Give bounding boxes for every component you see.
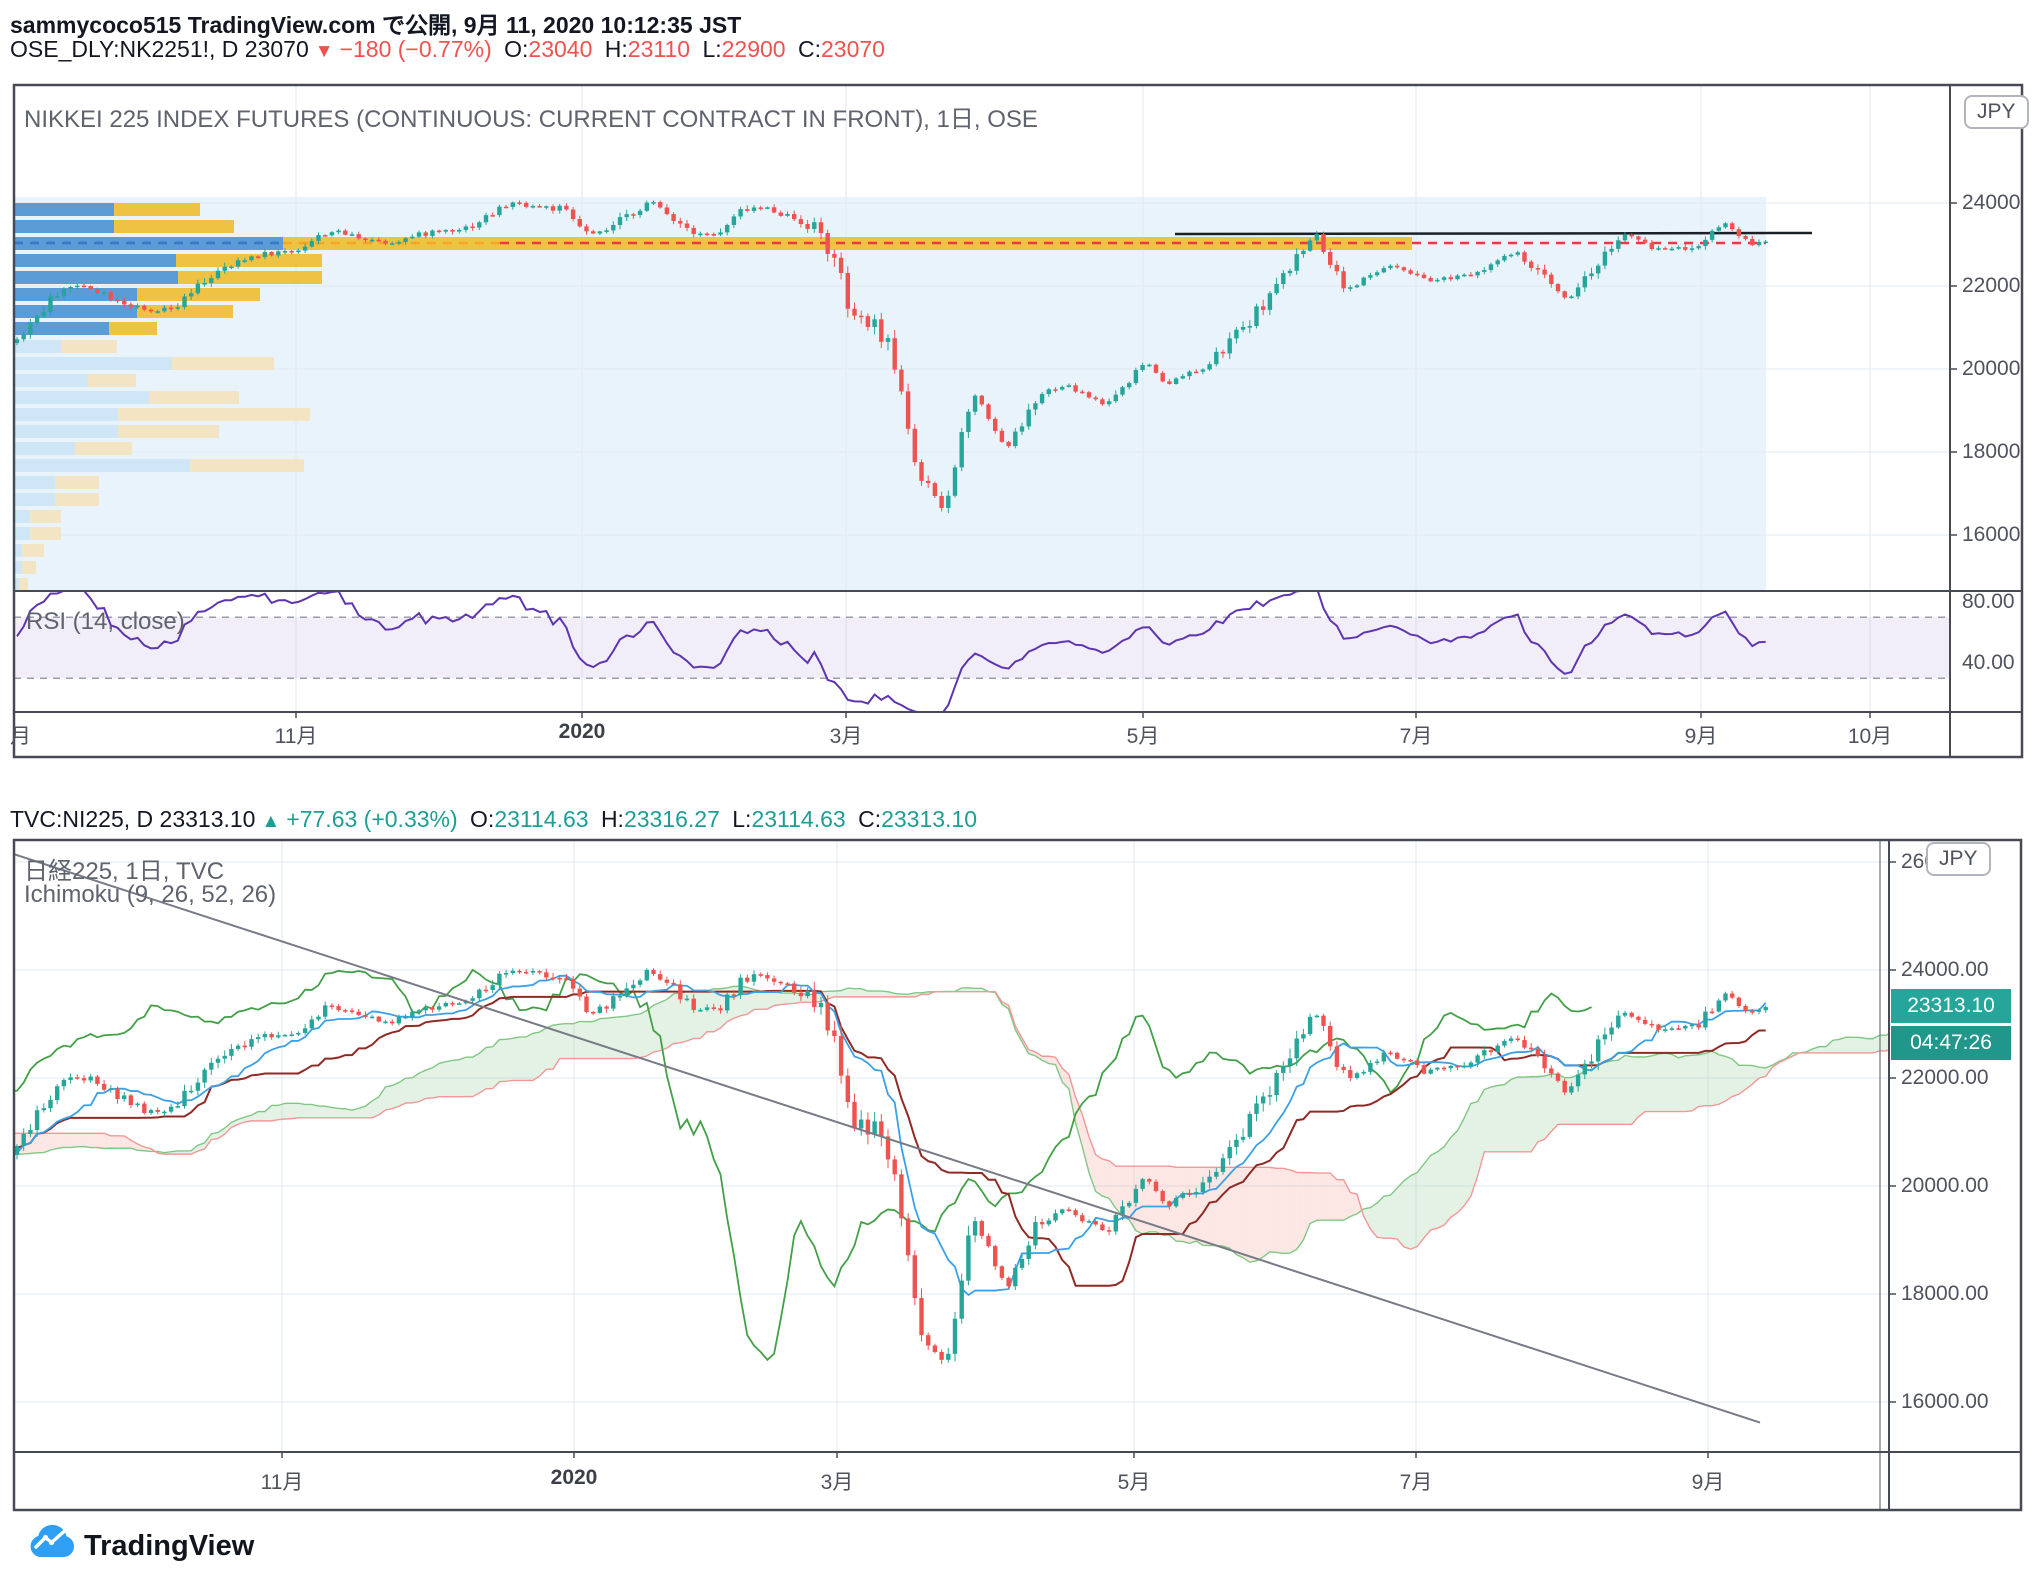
- open-value: 23114.63: [494, 806, 589, 832]
- high-value: 23110: [627, 36, 691, 62]
- chart1-rsi-pane[interactable]: [14, 591, 1950, 712]
- axis-tick-label: 80.00: [1962, 590, 2015, 613]
- axis-tick-label: 24000.00: [1901, 958, 1989, 981]
- chart1-title: NIKKEI 225 INDEX FUTURES (CONTINUOUS: CU…: [24, 106, 1038, 133]
- low-label: L:: [702, 36, 722, 62]
- currency-toggle-chart2[interactable]: JPY: [1926, 842, 1991, 876]
- chart2-legend[interactable]: TVC:NI225, D 23313.10 ▲ +77.63 (+0.33%) O:…: [10, 806, 983, 833]
- open-value: 23040: [528, 36, 593, 62]
- axis-tick-label: 16000.00: [1901, 1390, 1989, 1413]
- last-price-badge: 23313.10: [1891, 989, 2011, 1023]
- rsi-indicator-label[interactable]: RSI (14, close): [26, 608, 185, 635]
- axis-tick-label: 7月: [1399, 1471, 1433, 1494]
- axis-tick-label: 11月: [260, 1471, 304, 1494]
- axis-tick-label: 18000: [1962, 440, 2021, 463]
- open-label: O:: [504, 36, 529, 62]
- close-value: 23313.10: [881, 806, 978, 832]
- chart1-price-pane[interactable]: [14, 85, 1950, 591]
- axis-tick-label: 5月: [1117, 1471, 1151, 1494]
- axis-tick-label: 7月: [1399, 725, 1433, 748]
- chart2-change: +77.63 (+0.33%): [286, 806, 458, 832]
- axis-tick-label: 5月: [1126, 725, 1160, 748]
- tradingview-brand[interactable]: TradingView: [84, 1530, 255, 1562]
- axis-tick-label: 10月: [1847, 725, 1893, 748]
- high-label: H:: [604, 36, 628, 62]
- tradingview-logo-icon[interactable]: [28, 1524, 76, 1558]
- rsi-pane-group: [14, 591, 1950, 712]
- chart2-price-pane[interactable]: [14, 840, 1889, 1452]
- chart2-time-scale[interactable]: [14, 1452, 2021, 1510]
- low-value: 23114.63: [751, 806, 846, 832]
- axis-tick-label: 20000.00: [1901, 1174, 1989, 1197]
- axis-tick-label: 40.00: [1962, 651, 2015, 674]
- axis-tick-label: 2020: [558, 720, 606, 743]
- low-label: L:: [732, 806, 752, 832]
- publish-info: sammycoco515 TradingView.com で公開, 9月 11,…: [10, 12, 742, 38]
- axis-tick-label: 24000: [1962, 191, 2021, 214]
- currency-toggle-chart1[interactable]: JPY: [1964, 95, 2029, 129]
- high-value: 23316.27: [623, 806, 720, 832]
- axis-tick-label: 月: [10, 725, 31, 748]
- axis-tick-label: 22000.00: [1901, 1066, 1989, 1089]
- close-value: 23070: [820, 36, 885, 62]
- chart1-legend[interactable]: OSE_DLY:NK2251!, D 23070 ▼ −180 (−0.77%) O…: [10, 36, 891, 63]
- chart1-change: −180 (−0.77%): [339, 36, 492, 62]
- chart2-group: [14, 840, 1889, 1510]
- low-value: 22900: [721, 36, 786, 62]
- open-label: O:: [470, 806, 495, 832]
- axis-tick-label: 22000: [1962, 274, 2021, 297]
- chart2-price-scale[interactable]: [1889, 840, 2021, 1510]
- axis-tick-label: 3月: [820, 1471, 854, 1494]
- bar-countdown-badge: 04:47:26: [1891, 1026, 2011, 1060]
- axis-tick-label: 9月: [1691, 1471, 1725, 1494]
- axis-tick-label: 2020: [550, 1466, 598, 1489]
- chart1-price-scale[interactable]: [1950, 85, 2022, 757]
- ichimoku-indicator-label[interactable]: Ichimoku (9, 26, 52, 26): [24, 881, 277, 908]
- close-label: C:: [858, 806, 882, 832]
- axis-tick-label: 16000: [1962, 523, 2021, 546]
- down-triangle-icon: ▼: [314, 41, 334, 62]
- axis-tick-label: 11月: [274, 725, 318, 748]
- ichimoku-group: [14, 968, 1889, 1362]
- axis-tick-label: 9月: [1684, 725, 1718, 748]
- chart2-title: 日経225, 1日, TVC: [24, 858, 225, 885]
- high-label: H:: [600, 806, 624, 832]
- axis-tick-label: 3月: [829, 725, 863, 748]
- panel-frames: [12, 83, 2024, 1512]
- chart1-time-scale[interactable]: [14, 712, 2022, 757]
- axis-tick-label: 18000.00: [1901, 1282, 1989, 1305]
- close-label: C:: [797, 36, 821, 62]
- axis-tick-label: 20000: [1962, 357, 2021, 380]
- chart1-symbol: OSE_DLY:NK2251!, D 23070: [10, 36, 309, 62]
- up-triangle-icon: ▲: [261, 811, 281, 832]
- chart2-symbol: TVC:NI225, D 23313.10: [10, 806, 256, 832]
- chart1-group: [14, 85, 1950, 712]
